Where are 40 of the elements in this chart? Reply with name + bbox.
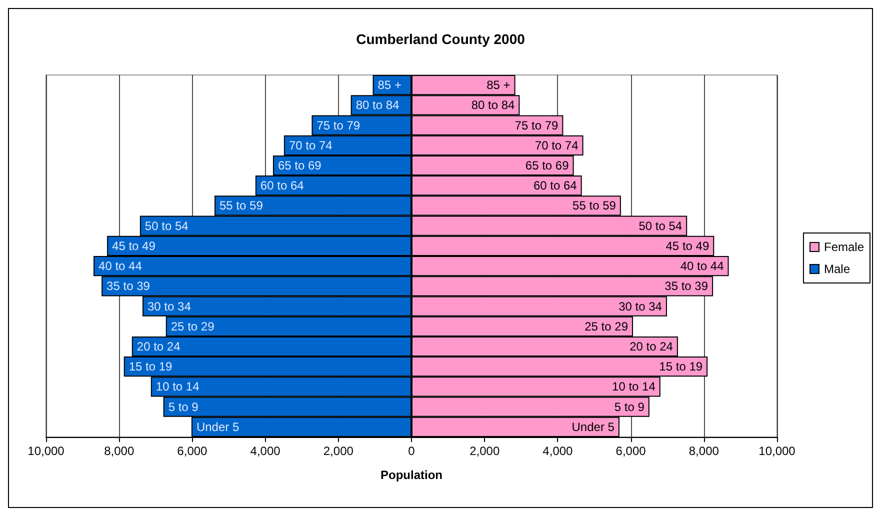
category-label: 70 to 74 xyxy=(288,138,332,152)
category-label: 10 to 14 xyxy=(156,380,200,394)
category-label: 45 to 49 xyxy=(112,238,156,253)
y-tick-label: 35 to 39 xyxy=(664,279,708,294)
x-tick-label: 4,000 xyxy=(542,444,574,458)
category-label: 40 to 44 xyxy=(98,259,142,274)
x-tick-label: 2,000 xyxy=(470,444,500,458)
x-tick-label: 2,000 xyxy=(323,444,354,458)
x-tick-label: 8,000 xyxy=(104,444,134,458)
category-label: 15 to 19 xyxy=(128,360,172,374)
x-tick-label: 4,000 xyxy=(250,444,281,458)
category-label: 65 to 69 xyxy=(278,158,322,172)
legend-label: Female xyxy=(824,240,864,254)
category-label: 50 to 54 xyxy=(144,218,188,233)
y-tick-label: 10 to 14 xyxy=(612,380,656,394)
category-label: 75 to 79 xyxy=(316,118,360,132)
x-tick-label: 10,000 xyxy=(758,444,796,458)
y-tick-label: 15 to 19 xyxy=(659,360,703,374)
category-label: 85 + xyxy=(378,78,402,92)
category-label: Under 5 xyxy=(196,420,240,434)
category-label: 80 to 84 xyxy=(356,98,400,112)
y-tick-label: 60 to 64 xyxy=(533,178,578,193)
y-tick-label: 45 to 49 xyxy=(666,238,710,253)
category-label: 25 to 29 xyxy=(170,319,214,334)
legend-label: Male xyxy=(824,262,850,276)
category-label: 30 to 34 xyxy=(147,299,191,314)
x-tick-label: 6,000 xyxy=(177,444,208,458)
category-label: 5 to 9 xyxy=(168,400,198,414)
x-tick-label: 10,000 xyxy=(28,444,65,458)
y-tick-label: 5 to 9 xyxy=(614,400,645,414)
x-tick-label: 0 xyxy=(408,444,416,458)
x-axis-title: Population xyxy=(380,468,442,482)
category-label: 60 to 64 xyxy=(260,178,304,193)
y-tick-label: 30 to 34 xyxy=(618,299,662,314)
x-tick-label: 8,000 xyxy=(688,444,720,458)
x-tick-label: 6,000 xyxy=(616,444,646,458)
category-label: 35 to 39 xyxy=(106,279,150,294)
category-label: 20 to 24 xyxy=(136,340,180,354)
category-label: 55 to 59 xyxy=(219,198,263,213)
chart-title: Cumberland County 2000 xyxy=(356,31,526,47)
